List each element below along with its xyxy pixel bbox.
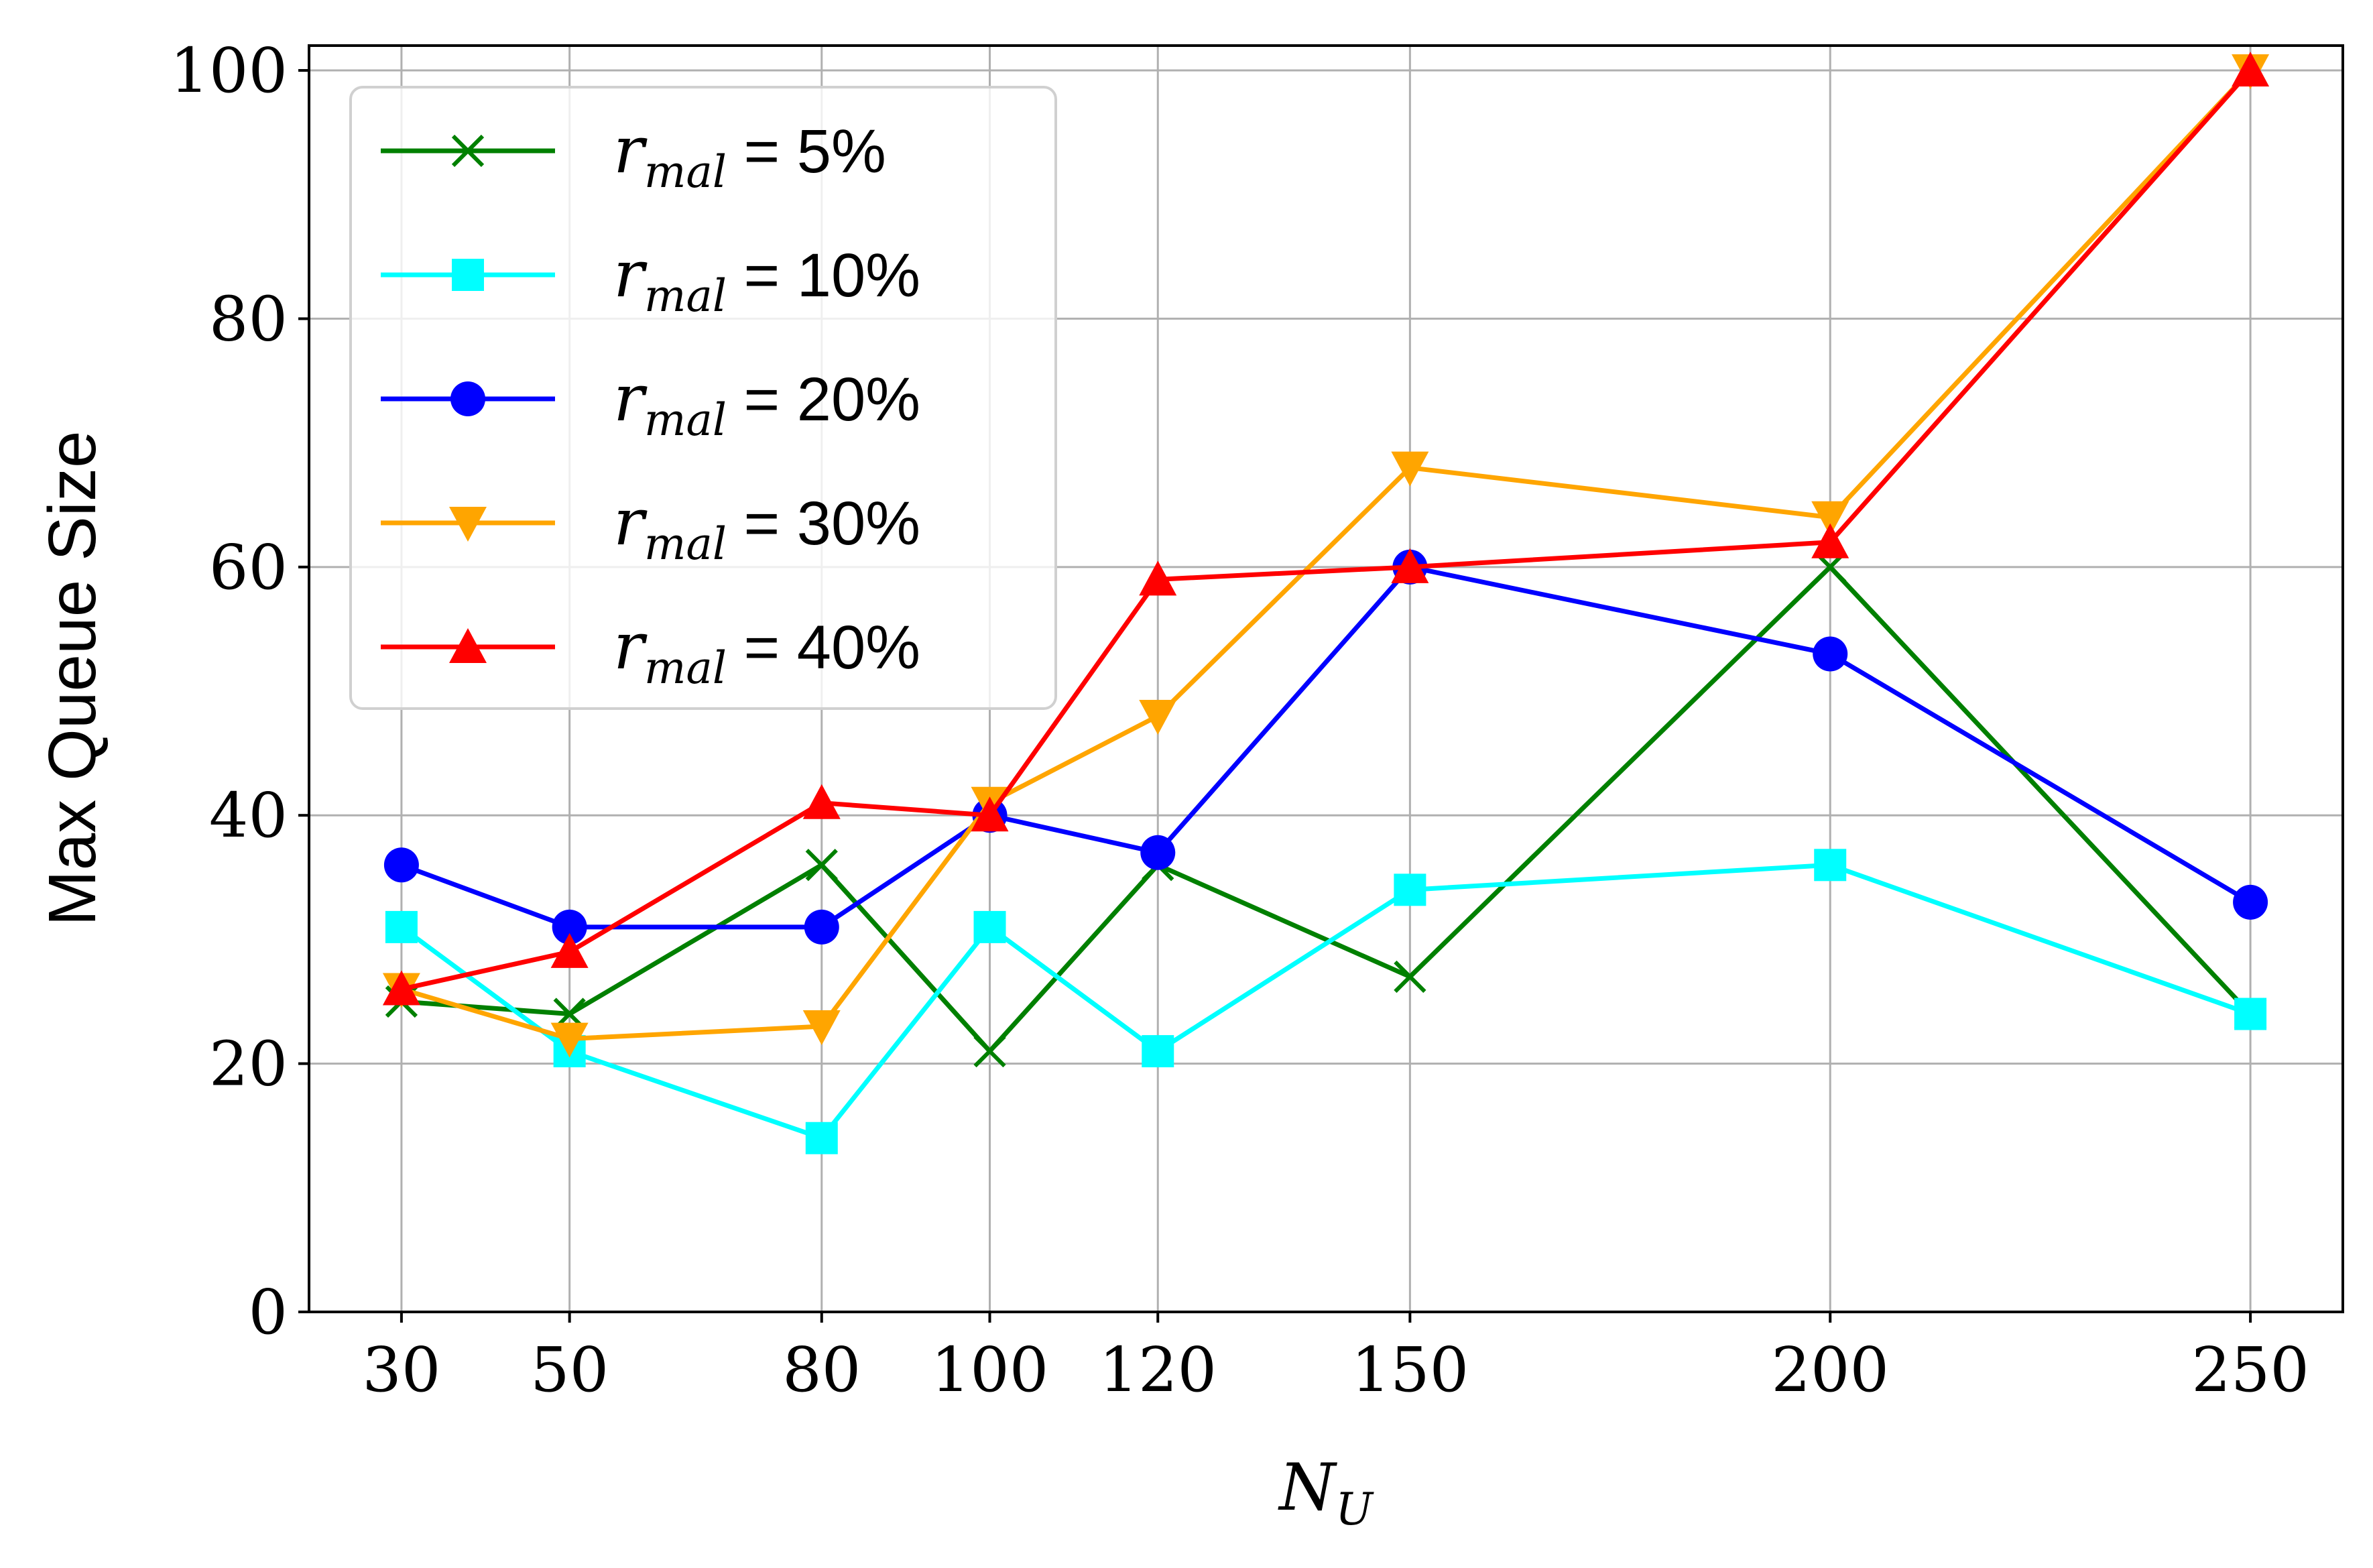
data-point	[1139, 700, 1177, 735]
data-point	[550, 1022, 589, 1058]
data-point	[1394, 960, 1426, 993]
y-tick-label: 20	[209, 1028, 288, 1100]
legend-entry-40pct: rmal = 40%	[381, 609, 920, 694]
legend-value: 30%	[797, 489, 920, 558]
legend-swatch-marker	[449, 507, 487, 542]
data-point	[1391, 451, 1429, 487]
legend-swatch-marker	[451, 134, 485, 168]
x-tick-label: 80	[782, 1334, 861, 1406]
series-10pct	[385, 849, 2267, 1154]
marker-stroke	[451, 134, 485, 168]
legend: rmal = 5%rmal = 10%rmal = 20%rmal = 30%r…	[349, 86, 1057, 710]
legend-label: rmal = 5%	[613, 113, 886, 198]
legend-entry-30pct: rmal = 30%	[381, 485, 920, 570]
x-axis-subscript: U	[1335, 1484, 1374, 1535]
legend-eq: =	[727, 117, 797, 186]
data-point	[1140, 835, 1176, 870]
y-axis-title: Max Queue Size	[35, 430, 110, 926]
data-point	[973, 910, 1006, 943]
data-point	[1813, 636, 1848, 672]
axis-ticks: 30 50 80 100 120 150 200 250 0 20 40 60 80 100	[170, 35, 2309, 1406]
plot-frame	[308, 44, 2344, 1313]
data-point	[805, 849, 838, 882]
legend-value: 10%	[797, 241, 920, 310]
data-point	[1139, 560, 1177, 596]
data-point	[385, 910, 418, 943]
legend-entry-20pct: rmal = 20%	[381, 361, 920, 446]
legend-eq: =	[727, 365, 797, 434]
legend-eq: =	[727, 613, 797, 682]
data-point	[802, 784, 841, 819]
legend-symbol: r	[613, 237, 648, 312]
y-tick-label: 100	[170, 35, 288, 107]
legend-swatch-marker	[452, 259, 484, 291]
series-line-5pct	[401, 564, 2252, 1054]
legend-swatch-marker	[450, 381, 485, 416]
x-tick-label: 250	[2191, 1334, 2309, 1406]
data-point	[383, 847, 419, 883]
legend-entry-10pct: rmal = 10%	[381, 237, 920, 322]
legend-label: rmal = 10%	[613, 237, 920, 322]
data-point	[2232, 52, 2270, 87]
data-point	[1142, 1035, 1174, 1068]
legend-symbol: r	[613, 609, 648, 684]
legend-subscript: mal	[644, 270, 727, 322]
legend-subscript: mal	[644, 518, 727, 570]
legend-swatch-marker	[449, 628, 487, 663]
legend-value: 20%	[797, 365, 920, 434]
marker-stroke	[973, 1034, 1006, 1068]
legend-symbol: r	[613, 485, 648, 560]
series-line-10pct	[400, 862, 2252, 1141]
legend-subscript: mal	[644, 394, 727, 446]
legend-subscript: mal	[644, 642, 727, 694]
x-axis-title: NU	[1278, 1450, 1374, 1535]
series-line-30pct	[400, 68, 2252, 1042]
marker-stroke	[1394, 960, 1426, 993]
series-lines	[382, 52, 2270, 1154]
data-point	[382, 970, 420, 1006]
data-point	[1814, 849, 1847, 882]
legend-eq: =	[727, 489, 797, 558]
data-point	[2234, 998, 2267, 1030]
x-axis-symbol: N	[1278, 1450, 1337, 1525]
x-tick-label: 200	[1771, 1334, 1889, 1406]
legend-label: rmal = 20%	[613, 361, 920, 446]
data-point	[971, 796, 1009, 832]
y-tick-label: 40	[209, 780, 288, 851]
legend-subscript: mal	[644, 146, 727, 198]
x-tick-label: 120	[1099, 1334, 1217, 1406]
legend-label: rmal = 30%	[613, 485, 920, 570]
x-tick-label: 100	[931, 1334, 1049, 1406]
legend-symbol: r	[613, 361, 648, 436]
data-point	[1394, 873, 1426, 906]
y-tick-label: 60	[209, 532, 288, 603]
legend-value: 5%	[797, 117, 886, 186]
data-point	[552, 909, 587, 945]
legend-box	[349, 86, 1057, 710]
data-point	[804, 909, 839, 945]
x-tick-label: 50	[530, 1334, 609, 1406]
series-line-40pct	[401, 68, 2252, 991]
x-tick-label: 150	[1351, 1334, 1469, 1406]
y-tick-label: 80	[209, 283, 288, 355]
y-tick-label: 0	[248, 1276, 288, 1348]
legend-symbol: r	[613, 113, 648, 188]
data-point	[1391, 548, 1429, 583]
data-point	[550, 932, 589, 968]
series-30pct	[382, 54, 2270, 1058]
x-tick-label: 30	[362, 1334, 440, 1406]
data-point	[973, 1034, 1006, 1068]
legend-value: 40%	[797, 613, 920, 682]
legend-entry-5pct: rmal = 5%	[381, 113, 886, 198]
data-point	[1811, 523, 1849, 558]
data-point	[2233, 884, 2268, 920]
legend-eq: =	[727, 241, 797, 310]
legend-label: rmal = 40%	[613, 609, 920, 694]
series-40pct	[382, 52, 2270, 1006]
marker-stroke	[805, 849, 838, 882]
data-point	[802, 1010, 841, 1046]
data-point	[805, 1122, 838, 1154]
data-point	[1811, 501, 1849, 536]
